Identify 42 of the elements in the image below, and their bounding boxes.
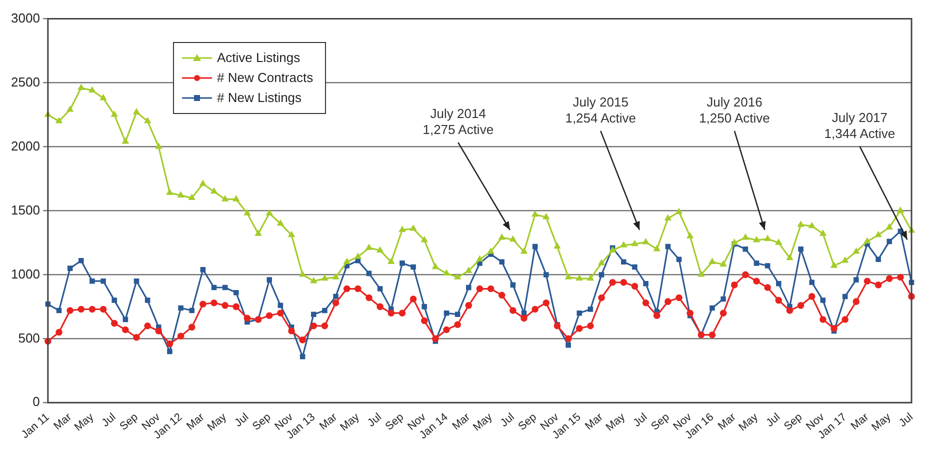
x-tick-label: Jul	[896, 411, 916, 430]
y-tick-label: 1500	[11, 202, 40, 218]
x-tick-label: Jul	[100, 411, 118, 430]
x-tick-label: May	[471, 410, 496, 434]
x-tick-label: Mar	[52, 410, 74, 433]
x-tick-label: May	[72, 410, 96, 434]
x-tick-label: Sep	[383, 411, 406, 433]
legend-label: Active Listings	[217, 49, 300, 67]
x-tick-label: Sep	[649, 411, 672, 433]
x-tick-label: Jan 11	[19, 411, 52, 442]
x-tick-label: Jul	[631, 411, 650, 430]
x-tick-label: Mar	[716, 410, 738, 433]
legend-label: # New Contracts	[217, 69, 314, 87]
y-tick-label: 0	[32, 394, 40, 410]
annotation: July 2015 1,254 Active	[565, 94, 636, 126]
x-tick-label: May	[604, 410, 628, 434]
x-tick-label: Jul	[365, 411, 384, 430]
x-tick-label: May	[205, 410, 230, 434]
x-tick-label: May	[736, 410, 761, 434]
x-tick-label: Mar	[317, 410, 340, 433]
x-tick-label: May	[338, 410, 362, 434]
y-tick-label: 2000	[11, 138, 40, 154]
x-tick-label: Mar	[583, 410, 606, 433]
x-tick-label: May	[870, 410, 894, 434]
annotation: July 2017 1,344 Active	[824, 110, 896, 141]
y-tick-label: 3000	[11, 10, 40, 26]
y-tick-label: 2500	[11, 74, 40, 90]
x-tick-label: Sep	[516, 411, 539, 433]
x-tick-label: Sep	[118, 411, 140, 433]
y-tick-label: 1000	[11, 266, 40, 282]
annotation: July 2014 1,275 Active	[422, 106, 494, 138]
x-tick-label: Jul	[498, 411, 517, 430]
x-tick-label: Mar	[848, 410, 872, 433]
x-tick-label: Mar	[184, 410, 208, 433]
annotation: July 2016 1,250 Active	[699, 94, 770, 126]
x-tick-label: Sep	[250, 411, 274, 433]
x-tick-label: Sep	[782, 411, 805, 433]
y-tick-label: 500	[18, 330, 40, 346]
x-tick-label: Jul	[232, 411, 252, 430]
legend-label: # New Listings	[217, 89, 302, 107]
x-tick-label: Mar	[450, 410, 473, 433]
x-tick-label: Jul	[764, 411, 783, 430]
